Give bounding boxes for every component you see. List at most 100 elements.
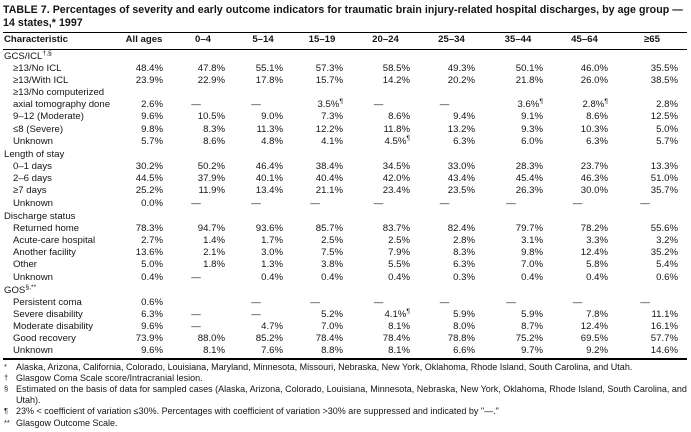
table-row: Returned home 78.3% 94.7% 93.6% 85.7% 83.7% 82…	[3, 223, 687, 235]
value-cell: 37.9%	[197, 173, 225, 185]
value-cell: 6.3%	[586, 135, 608, 147]
value-cell: 0.3%	[453, 271, 475, 283]
value-cell: 13.3%	[650, 161, 678, 173]
value-cell: 83.7%	[382, 222, 410, 234]
section-row: Length of stay	[3, 148, 687, 161]
value-cell: 30.0%	[580, 185, 608, 197]
footnote-marker: †	[4, 372, 9, 382]
value-cell: 23.9%	[135, 75, 163, 86]
table-row: Other 5.0% 1.8% 1.3% 3.8% 5.5% 6.3% 7.0% 5.8% 5.4…	[3, 259, 687, 271]
footnote: § Estimated on the basis of data for samp…	[3, 384, 687, 406]
value-cell: 12.4%	[580, 247, 608, 259]
value-cell: 43.4%	[447, 173, 475, 185]
value-cell: 75.2%	[515, 333, 543, 345]
section-label: Length of stay	[4, 148, 65, 160]
footnote-text: Estimated on the basis of data for sampl…	[16, 384, 687, 406]
value-cell: 11.8%	[383, 123, 411, 135]
value-cell: 7.6%	[261, 345, 283, 357]
footnote: * Alaska, Arizona, California, Colorado, …	[3, 362, 687, 373]
value-cell: 7.0%	[521, 259, 543, 271]
value-cell: 50.1%	[515, 62, 543, 74]
value-cell: 9.6%	[141, 321, 163, 333]
value-cell: 21.1%	[315, 185, 343, 197]
value-cell: —	[640, 197, 650, 209]
value-cell: 3.8%	[321, 259, 343, 271]
column-header: Characteristic	[3, 32, 116, 50]
table-row: Unknown 5.7% 8.6% 4.8% 4.1% 4.5%¶ 6.3% 6.0% 6.3%…	[3, 135, 687, 148]
value-cell: 5.5%	[388, 259, 410, 271]
row-label: 0–1 days	[13, 161, 52, 173]
value-cell: 45.4%	[515, 173, 543, 185]
value-cell: 5.7%	[656, 135, 678, 147]
value-cell: 0.6%	[656, 271, 678, 283]
value-cell: 10.3%	[580, 123, 608, 135]
value-cell: 3.2%	[656, 235, 678, 247]
value-cell: —	[191, 197, 201, 209]
value-cell: 8.3%	[203, 123, 225, 135]
value-cell: 8.6%	[586, 111, 608, 123]
row-label: ≤8 (Severe)	[13, 123, 64, 135]
table-row: Acute-care hospital 2.7% 1.4% 1.7% 2.5% 2.5% 2…	[3, 235, 687, 247]
column-header: 45–64	[552, 32, 617, 50]
value-cell: 14.6%	[650, 345, 678, 357]
value-cell: 5.2%	[321, 308, 343, 320]
value-cell: 11.9%	[198, 185, 226, 197]
value-cell: 9.0%	[261, 111, 283, 123]
row-label: Unknown	[13, 197, 53, 209]
value-cell: 0.6%	[141, 296, 163, 308]
table-row: Unknown 0.0% — — — — — — — —	[3, 198, 687, 210]
value-cell: —	[572, 296, 583, 308]
value-cell: 0.4%	[321, 271, 343, 283]
value-cell: 48.4%	[135, 62, 163, 74]
value-cell: 9.6%	[141, 111, 163, 123]
value-cell: —	[373, 296, 384, 308]
value-cell: —	[373, 99, 384, 111]
table-row: Unknown 0.4% — 0.4% 0.4% 0.4% 0.3% 0.4% 0.4% 0.6%	[3, 272, 687, 284]
value-cell: 78.4%	[315, 333, 343, 345]
value-cell: 46.0%	[580, 62, 608, 74]
value-cell: 5.0%	[656, 123, 678, 135]
value-cell: 69.5%	[580, 333, 608, 345]
section-footnote-marker: †,§	[42, 49, 52, 57]
value-cell: 17.8%	[255, 75, 283, 86]
value-cell: 34.5%	[382, 161, 410, 173]
value-cell: 6.0%	[521, 135, 543, 147]
value-cell: 9.2%	[586, 345, 608, 357]
value-cell: 20.2%	[447, 75, 475, 86]
value-footnote-marker: ¶	[539, 98, 543, 106]
table-row: Persistent coma 0.6% — — — — — — —	[3, 297, 687, 309]
value-cell: 7.8%	[586, 308, 608, 320]
row-label: Unknown	[13, 345, 53, 357]
value-cell: 15.7%	[315, 75, 343, 86]
value-cell: 23.5%	[447, 185, 475, 197]
table-title: TABLE 7. Percentages of severity and ear…	[3, 4, 683, 29]
value-footnote-marker: ¶	[604, 98, 608, 106]
table-row: 2–6 days 44.5% 37.9% 40.1% 40.4% 42.0% 43.4% 45…	[3, 173, 687, 185]
value-cell: 23.7%	[580, 161, 608, 173]
value-cell: 4.8%	[261, 135, 283, 147]
column-header: 25–34	[419, 32, 484, 50]
table-row: ≤8 (Severe) 9.8% 8.3% 11.3% 12.2% 11.8% 13.2% 9…	[3, 124, 687, 136]
value-cell: 2.8%¶	[582, 98, 608, 111]
value-cell: 51.0%	[650, 173, 678, 185]
value-cell: 57.3%	[315, 62, 343, 74]
value-cell: 21.8%	[515, 75, 543, 86]
value-cell: 78.2%	[580, 222, 608, 234]
table-row: ≥7 days 25.2% 11.9% 13.4% 21.1% 23.4% 23.5% 26.…	[3, 185, 687, 197]
value-cell: 2.5%	[321, 235, 343, 247]
table-header: Characteristic All ages 0–4 5–14 15–19 20–24 2…	[3, 32, 687, 50]
footnote-text: Alaska, Arizona, California, Colorado, L…	[16, 361, 633, 372]
value-cell: 11.3%	[256, 123, 284, 135]
value-cell: 0.0%	[141, 197, 163, 209]
value-cell: 5.0%	[141, 259, 163, 271]
footnote-text: 23% < coefficient of variation ≤30%. Per…	[16, 406, 499, 417]
value-cell: 58.5%	[382, 62, 410, 74]
section-row: GCS/ICL†,§	[3, 49, 687, 63]
value-cell: 5.8%	[586, 259, 608, 271]
value-cell: 9.4%	[453, 111, 475, 123]
row-label: ≥7 days	[13, 185, 47, 197]
value-cell: 40.4%	[315, 173, 343, 185]
data-table: Characteristic All ages 0–4 5–14 15–19 20–24 2…	[3, 32, 687, 360]
value-cell: 7.0%	[321, 321, 343, 333]
table-row: Severe disability 6.3% — — 5.2% 4.1%¶ 5.9% 5.9%…	[3, 308, 687, 321]
